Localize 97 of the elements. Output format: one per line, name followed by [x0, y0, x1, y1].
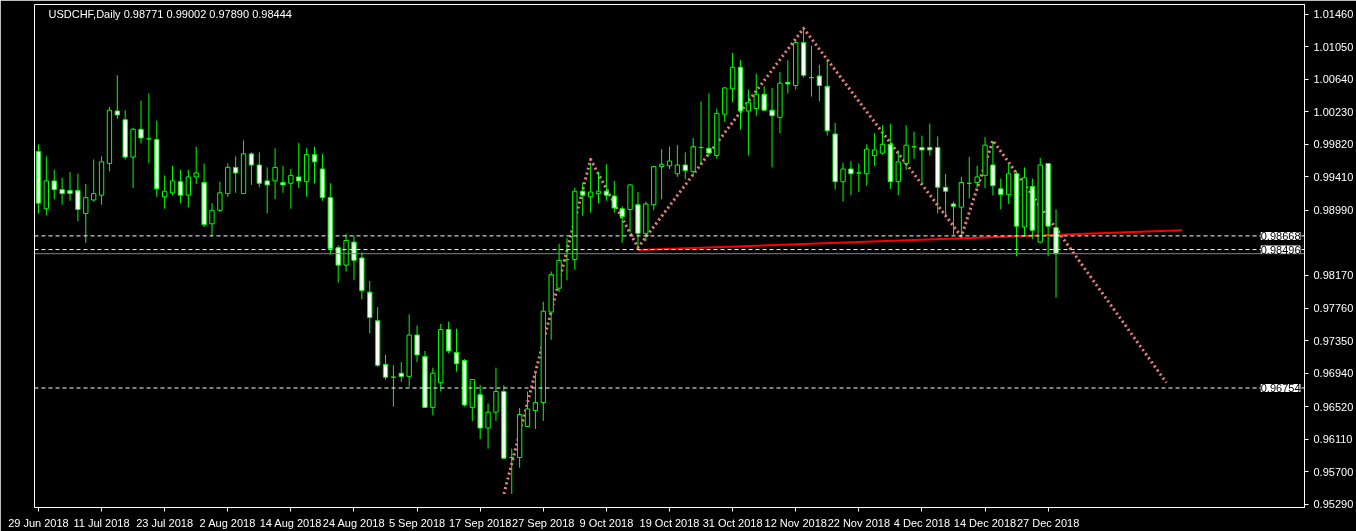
- candlestick: [138, 100, 144, 145]
- y-tick-label: 0.98990: [1313, 204, 1354, 217]
- x-tick-label: 27 Sep 2018: [512, 516, 575, 529]
- candlestick: [682, 151, 688, 180]
- x-tick-label: 4 Dec 2018: [893, 516, 951, 529]
- candlestick: [311, 146, 318, 184]
- ref-line-label: 0.98496: [1260, 243, 1301, 256]
- ref-line-label: 0.96754: [1260, 381, 1301, 394]
- y-tick-label: 0.97350: [1313, 334, 1354, 347]
- x-tick-label: 12 Nov 2018: [764, 516, 827, 529]
- candlestick: [169, 165, 176, 196]
- candlestick: [1006, 162, 1012, 205]
- candlestick: [232, 155, 239, 194]
- candlestick: [398, 361, 404, 383]
- candlestick: [248, 151, 255, 186]
- candlestick: [51, 169, 57, 200]
- candlestick: [706, 93, 712, 157]
- candlestick: [193, 146, 199, 185]
- candlestick: [998, 178, 1004, 211]
- y-tick-label: 0.96110: [1313, 433, 1353, 446]
- candlestick: [524, 390, 531, 427]
- y-tick-label: 0.98170: [1313, 269, 1354, 282]
- candlestick: [83, 183, 89, 244]
- candlestick: [532, 371, 539, 430]
- x-tick-label: 19 Oct 2018: [639, 516, 700, 529]
- candlestick: [185, 169, 191, 208]
- candlestick: [927, 123, 933, 156]
- y-tick-label: 1.00640: [1313, 73, 1354, 86]
- candlestick: [769, 87, 775, 168]
- x-tick-label: 22 Nov 2018: [827, 516, 891, 529]
- candlestick: [280, 165, 286, 194]
- x-tick-label: 5 Sep 2018: [388, 516, 446, 529]
- y-tick-label: 0.99820: [1313, 138, 1354, 151]
- candlestick: [296, 142, 302, 189]
- x-tick-label: 27 Dec 2018: [1016, 516, 1080, 529]
- candlestick: [895, 150, 901, 196]
- candlestick: [67, 171, 73, 202]
- candlestick: [414, 325, 420, 363]
- candlestick: [114, 74, 120, 120]
- candlestick: [59, 177, 65, 206]
- candlestick: [674, 144, 681, 178]
- candlestick: [445, 321, 452, 354]
- candlestick: [603, 163, 610, 202]
- y-tick-label: 1.01050: [1313, 40, 1354, 53]
- candlestick: [974, 165, 980, 189]
- candlestick: [816, 64, 823, 102]
- candlestick: [453, 328, 460, 373]
- candlestick: [177, 169, 184, 204]
- candlestick: [264, 166, 270, 214]
- ref-line-label: 0.98668: [1260, 229, 1301, 242]
- x-tick-label: 29 Jun 2018: [8, 516, 69, 529]
- x-tick-label: 9 Oct 2018: [579, 516, 634, 529]
- candlestick: [745, 89, 752, 156]
- x-tick-label: 24 Aug 2018: [322, 516, 385, 529]
- y-tick-label: 0.99410: [1313, 170, 1354, 183]
- line-series: [502, 26, 1168, 496]
- x-tick-label: 11 Jul 2018: [73, 516, 130, 529]
- y-tick-label: 0.95290: [1313, 498, 1354, 511]
- candlestick: [761, 85, 767, 112]
- candlestick: [871, 132, 878, 167]
- candlestick: [209, 202, 215, 237]
- candlestick: [217, 181, 223, 213]
- candlestick: [753, 73, 759, 117]
- candlestick: [580, 182, 586, 217]
- y-tick-label: 0.96940: [1313, 367, 1354, 380]
- y-tick-label: 0.97760: [1313, 302, 1354, 315]
- y-tick-label: 0.96520: [1313, 400, 1354, 413]
- y-tick-label: 1.01460: [1313, 8, 1354, 21]
- candlestick: [485, 402, 491, 450]
- candlestick: [611, 180, 617, 214]
- candlestick: [840, 162, 846, 203]
- candlestick: [942, 173, 949, 216]
- x-tick-label: 14 Dec 2018: [953, 516, 1017, 529]
- candlestick: [785, 59, 791, 94]
- candlestick: [666, 146, 673, 170]
- y-tick-label: 0.95700: [1313, 465, 1354, 478]
- candlestick: [587, 163, 594, 214]
- candlestick: [256, 151, 262, 188]
- candlestick: [288, 168, 294, 210]
- candlestick: [879, 124, 886, 156]
- candlestick: [382, 354, 389, 381]
- candlestick: [493, 367, 499, 422]
- candlestick: [903, 124, 909, 171]
- candlestick: [75, 173, 81, 222]
- x-tick-label: 14 Aug 2018: [259, 516, 322, 529]
- x-tick-label: 2 Aug 2018: [199, 516, 256, 529]
- x-tick-label: 31 Oct 2018: [702, 516, 763, 529]
- candlestick: [90, 158, 97, 203]
- candlestick: [990, 140, 996, 196]
- candlestick: [729, 52, 736, 103]
- candlestick: [919, 135, 925, 186]
- y-tick-label: 1.00230: [1313, 105, 1354, 118]
- candlestick: [272, 147, 278, 200]
- chart-title: USDCHF,Daily 0.98771 0.99002 0.97890 0.98444: [48, 7, 292, 20]
- x-tick-label: 17 Sep 2018: [448, 516, 512, 529]
- x-tick-label: 23 Jul 2018: [136, 516, 194, 529]
- candlestick: [848, 160, 854, 196]
